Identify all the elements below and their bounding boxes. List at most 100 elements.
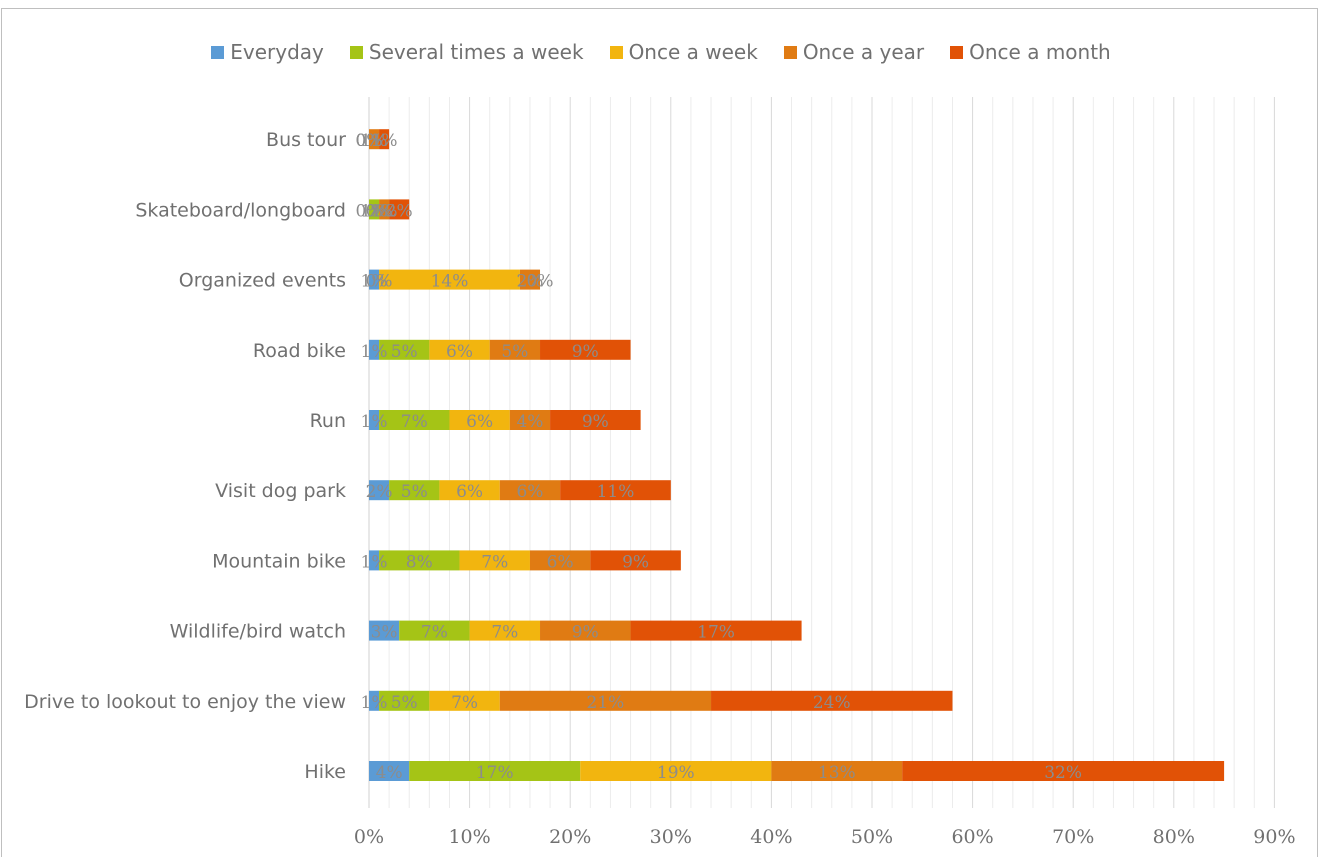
x-tick-label: 30%	[650, 826, 692, 848]
legend-item: Once a week	[609, 40, 758, 64]
data-label: 7%	[481, 552, 508, 572]
data-label: 1%	[371, 201, 398, 221]
chart-legend: Everyday Several times a week Once a week O…	[0, 38, 1322, 66]
x-tick-label: 20%	[549, 826, 591, 848]
bar-segment	[550, 410, 641, 430]
bar-segment	[439, 480, 500, 501]
data-label: 6%	[456, 482, 483, 502]
data-label: 0%	[366, 272, 393, 292]
bar-segment	[369, 620, 400, 641]
bar-segment	[630, 620, 802, 641]
data-label: 7%	[451, 693, 478, 713]
data-label: 1%	[361, 552, 388, 572]
data-label: 4%	[376, 763, 403, 783]
legend-swatch	[609, 45, 623, 59]
bar-segment	[489, 339, 541, 360]
legend-swatch	[950, 45, 964, 59]
bar-segment	[590, 550, 681, 571]
data-label: 9%	[572, 623, 599, 643]
bar-segment	[379, 129, 390, 150]
bar-segment	[519, 269, 541, 290]
category-label: Visit dog park	[215, 480, 346, 502]
chart-frame	[1, 8, 1318, 857]
bar-segment	[399, 620, 470, 641]
bar-segment	[379, 550, 460, 571]
data-label: 6%	[547, 552, 574, 572]
bar-segment	[509, 410, 551, 430]
bar-segment	[771, 761, 903, 781]
data-label: 1%	[371, 131, 398, 151]
data-label: 1%	[361, 201, 388, 221]
legend-label: Several times a week	[368, 40, 584, 64]
data-label: 19%	[657, 763, 695, 783]
legend-swatch	[783, 45, 797, 59]
data-label: 0%	[366, 201, 393, 221]
data-label: 7%	[491, 623, 518, 643]
data-label: 9%	[582, 412, 609, 432]
bar-segment	[389, 480, 440, 501]
category-label: Road bike	[253, 340, 346, 362]
data-label: 5%	[391, 693, 418, 713]
data-label: 11%	[597, 482, 635, 502]
bar-segment	[469, 620, 541, 641]
bar-segment	[369, 480, 390, 501]
x-tick-label: 40%	[750, 826, 792, 848]
data-label: 6%	[516, 482, 543, 502]
legend-swatch	[211, 45, 225, 59]
category-label: Skateboard/longboard	[135, 199, 346, 221]
bar-segment	[429, 339, 490, 360]
bar-segment	[369, 339, 380, 360]
legend-item: Once a year	[783, 40, 925, 64]
data-label: 2%	[516, 272, 543, 292]
data-label: 7%	[421, 623, 448, 643]
category-label: Drive to lookout to enjoy the view	[24, 691, 346, 713]
legend-item: Several times a week	[349, 40, 584, 64]
legend-item: Everyday	[211, 40, 324, 64]
category-label: Organized events	[179, 270, 346, 292]
data-label: 3%	[371, 623, 398, 643]
data-label: 1%	[361, 693, 388, 713]
bar-segment	[369, 550, 380, 571]
x-tick-label: 80%	[1153, 826, 1195, 848]
bar-segment	[369, 269, 380, 290]
bar-segment	[560, 480, 671, 501]
data-label: 14%	[431, 272, 469, 292]
x-tick-label: 50%	[851, 826, 893, 848]
data-label: 6%	[466, 412, 493, 432]
data-label: 17%	[476, 763, 514, 783]
data-label: 7%	[401, 412, 428, 432]
data-label: 0%	[356, 201, 383, 221]
category-label: Bus tour	[266, 129, 346, 151]
bar-segment	[429, 690, 500, 711]
bar-segment	[379, 339, 430, 360]
data-label: 24%	[813, 693, 851, 713]
data-label: 21%	[587, 693, 625, 713]
bar-segment	[449, 410, 510, 430]
bar-segment	[389, 199, 410, 220]
bar-segment	[379, 199, 390, 220]
legend-swatch	[349, 45, 363, 59]
bar-segment	[902, 761, 1225, 781]
x-tick-label: 0%	[354, 826, 384, 848]
bar-segment	[369, 129, 380, 150]
data-label: 4%	[516, 412, 543, 432]
bar-segment	[540, 620, 631, 641]
gridlines	[368, 97, 1275, 808]
bar-segment	[409, 761, 581, 781]
data-label: 2%	[366, 482, 393, 502]
bar-segment	[529, 550, 591, 571]
legend-label: Everyday	[230, 40, 324, 64]
bar-segment	[540, 339, 631, 360]
legend-label: Once a year	[802, 40, 925, 64]
bar-segment	[499, 480, 561, 501]
bar-segment	[711, 690, 953, 711]
data-label: 1%	[361, 131, 388, 151]
data-label: 1%	[361, 342, 388, 362]
category-label: Run	[310, 410, 346, 432]
bar-segment	[369, 761, 410, 781]
x-tick-label: 60%	[951, 826, 993, 848]
data-label: 0%	[356, 131, 383, 151]
category-label: Wildlife/bird watch	[170, 621, 346, 643]
x-tick-label: 90%	[1253, 826, 1295, 848]
bar-segment	[369, 199, 380, 220]
